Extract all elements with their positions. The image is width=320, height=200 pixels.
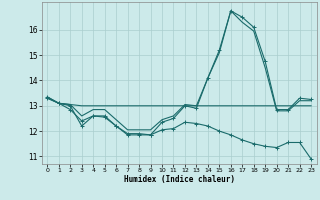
X-axis label: Humidex (Indice chaleur): Humidex (Indice chaleur) [124,175,235,184]
